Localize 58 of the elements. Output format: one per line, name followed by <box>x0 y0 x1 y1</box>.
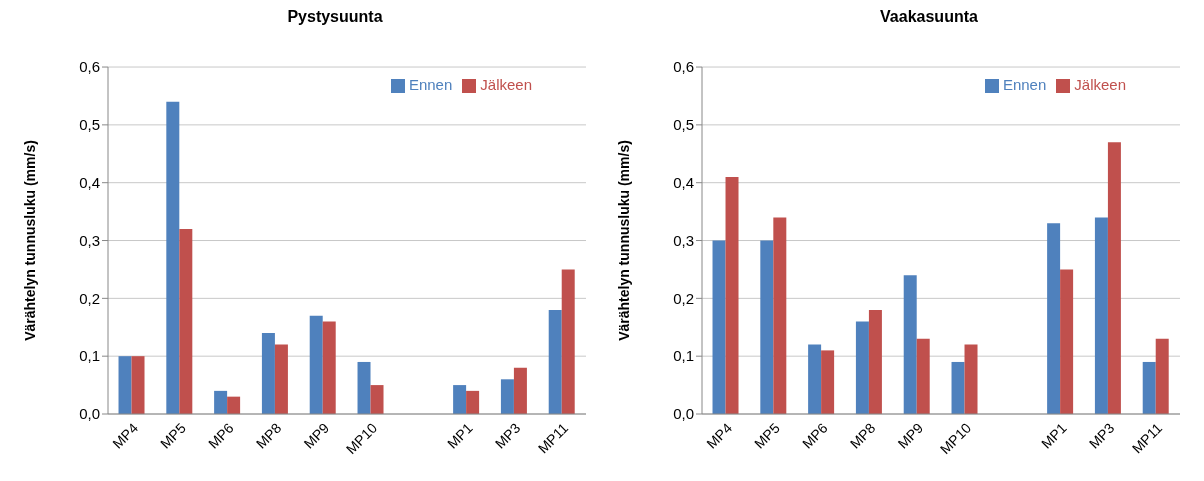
bar <box>1047 223 1061 414</box>
chart-title: Vaakasuunta <box>879 8 979 27</box>
bar <box>214 390 228 414</box>
bar <box>548 309 562 414</box>
y-tick-label: 0,2 <box>673 289 694 307</box>
bar <box>322 321 336 414</box>
bar <box>1142 361 1156 414</box>
legend-label: Ennen <box>1002 76 1047 93</box>
y-tick-label: 0,4 <box>79 174 100 192</box>
bar <box>500 379 514 414</box>
y-tick-label: 0,5 <box>79 116 100 134</box>
chart-title: Pystysuunta <box>286 8 384 27</box>
bar <box>964 344 978 414</box>
bar <box>227 396 241 414</box>
y-tick-label: 0,0 <box>673 405 694 423</box>
bar <box>118 356 132 414</box>
bar <box>357 361 371 414</box>
bar <box>1094 217 1108 414</box>
bar <box>261 333 275 414</box>
bar <box>166 101 180 414</box>
bar <box>453 385 467 414</box>
bar <box>1155 338 1169 414</box>
legend-label: Ennen <box>408 76 453 93</box>
bar <box>916 338 930 414</box>
y-tick-label: 0,1 <box>673 347 694 365</box>
y-tick-label: 0,4 <box>673 174 694 192</box>
y-axis-title: Värähtelyn tunnusluku (mm/s) <box>615 140 632 341</box>
bar <box>370 385 384 414</box>
bar <box>131 356 145 414</box>
y-tick-label: 0,2 <box>79 289 100 307</box>
y-axis-title: Värähtelyn tunnusluku (mm/s) <box>21 140 38 341</box>
bar <box>274 344 288 414</box>
bar <box>951 361 965 414</box>
bar <box>179 228 193 414</box>
bar <box>808 344 822 414</box>
legend-label: Jälkeen <box>480 76 532 93</box>
bar <box>1060 269 1074 414</box>
bar <box>903 275 917 414</box>
bar <box>773 217 787 414</box>
y-tick-label: 0,0 <box>79 405 100 423</box>
y-tick-label: 0,3 <box>79 231 100 249</box>
y-tick-label: 0,6 <box>673 58 694 76</box>
y-tick-label: 0,3 <box>673 231 694 249</box>
bar <box>712 240 726 414</box>
y-tick-label: 0,1 <box>79 347 100 365</box>
bar <box>513 367 527 414</box>
y-tick-label: 0,5 <box>673 116 694 134</box>
bar <box>466 390 480 414</box>
bar <box>760 240 774 414</box>
bar <box>561 269 575 414</box>
bar <box>821 350 835 414</box>
y-tick-label: 0,6 <box>79 58 100 76</box>
legend-label: Jälkeen <box>1074 76 1126 93</box>
bar <box>309 315 323 414</box>
bar <box>725 176 739 414</box>
bar <box>868 309 882 414</box>
bar <box>855 321 869 414</box>
bar <box>1107 142 1121 414</box>
